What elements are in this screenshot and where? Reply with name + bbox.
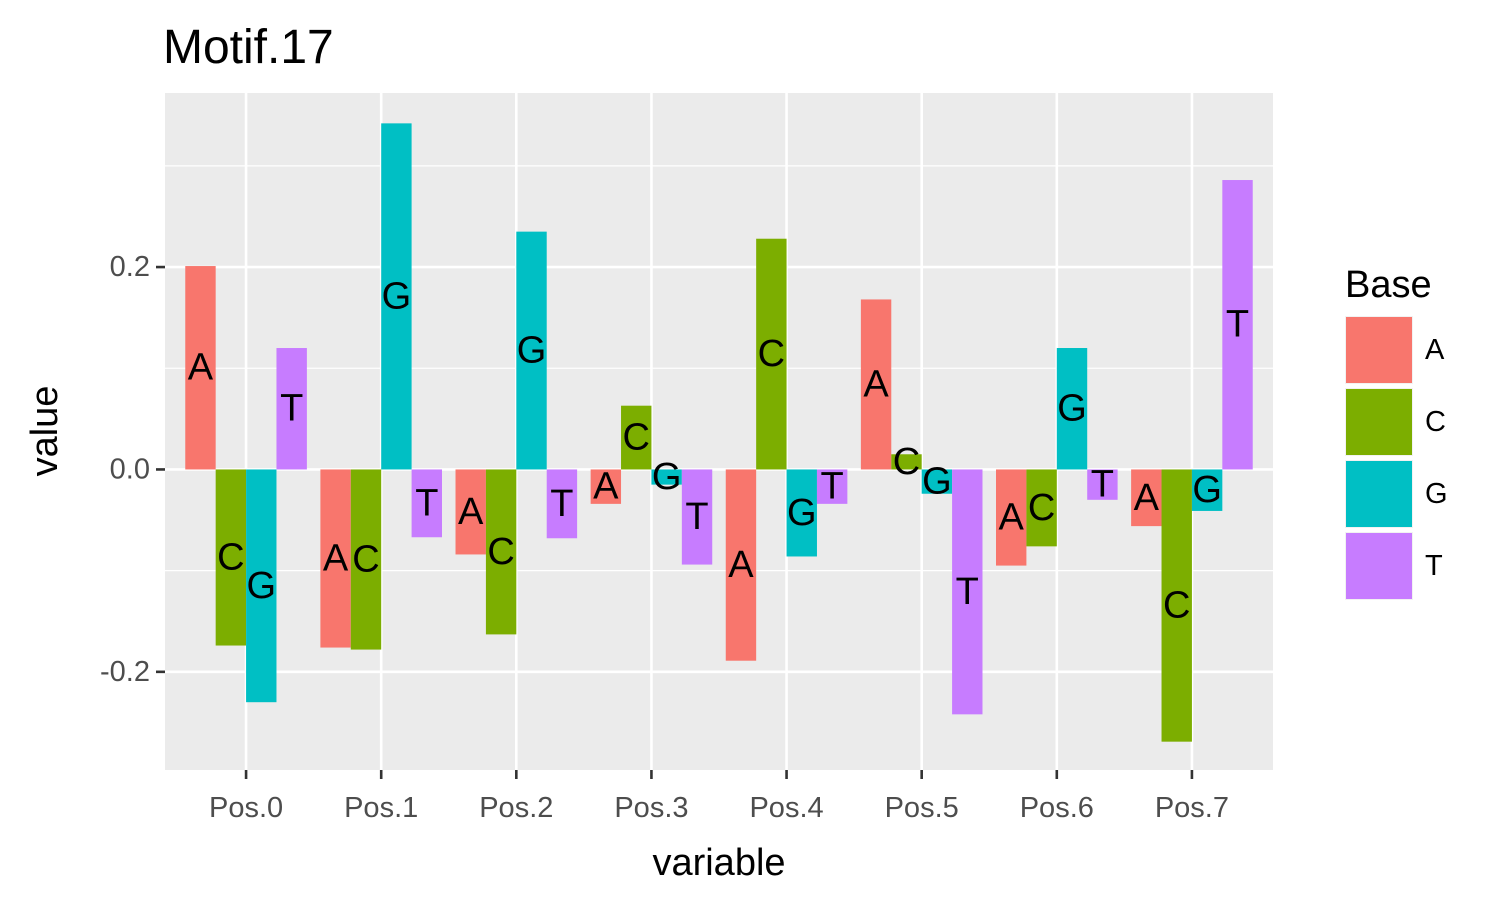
legend: Base A C G T [1345,264,1448,600]
bar-C-Pos.2 [485,469,517,635]
bar-C-Pos.1 [350,469,382,650]
bar-A-Pos.2 [455,469,486,555]
bar-label: G [517,330,547,372]
bar-T-Pos.6 [1087,469,1118,500]
y-tick-label: -0.2 [100,656,150,688]
bar-label: T [956,571,979,613]
bar-label: A [593,466,619,508]
y-axis: -0.2 0.0 0.2 [100,251,165,688]
legend-title: Base [1345,264,1432,306]
bar-label: G [922,461,952,503]
legend-label-G: G [1425,478,1448,510]
bar-label: A [999,497,1025,539]
bar-label: T [415,482,438,524]
bar-label: A [863,363,889,405]
x-tick-label: Pos.2 [479,792,553,824]
x-tick-label: Pos.3 [614,792,688,824]
y-axis-title: value [24,386,66,477]
bar-label: T [685,496,708,538]
legend-swatch-T [1346,533,1412,599]
bar-label: G [652,456,682,498]
bar-label: G [1192,469,1222,511]
x-tick-label: Pos.0 [209,792,283,824]
x-axis: Pos.0 Pos.1 Pos.2 Pos.3 Pos.4 Pos.5 Pos.6 Pos.7 [209,770,1229,824]
bar-T-Pos.7 [1222,180,1253,470]
bar-label: C [352,539,379,581]
legend-swatch-G [1346,461,1412,527]
bar-T-Pos.1 [411,469,442,538]
bar-C-Pos.6 [1026,469,1057,547]
bar-label: A [188,347,214,389]
bar-label: C [487,531,514,573]
bar-label: C [758,333,785,375]
bar-label: A [458,491,484,533]
bar-T-Pos.5 [952,469,983,715]
bar-A-Pos.3 [590,469,622,504]
bar-label: C [623,417,650,459]
x-tick-label: Pos.7 [1155,792,1229,824]
legend-swatch-C [1346,389,1412,455]
bar-label: G [382,275,412,317]
bar-label: A [728,544,754,586]
x-tick-label: Pos.4 [749,792,823,824]
bar-G-Pos.4 [786,469,817,557]
bar-label: G [246,565,276,607]
bar-C-Pos.0 [215,469,247,646]
bar-label: T [1091,464,1114,506]
bar-label: C [217,536,244,578]
bar-A-Pos.1 [320,469,351,648]
bar-T-Pos.4 [816,469,848,504]
x-tick-label: Pos.1 [344,792,418,824]
bar-label: A [323,538,349,580]
bar-A-Pos.5 [860,299,892,470]
bar-A-Pos.4 [725,469,757,661]
bar-label: T [1226,304,1249,346]
bar-G-Pos.1 [381,123,412,470]
bar-label: T [280,388,303,430]
bar-T-Pos.0 [276,348,307,470]
bar-label: C [1163,585,1190,627]
bar-A-Pos.6 [996,469,1027,566]
bar-label: C [893,441,920,483]
bar-label: C [1028,487,1055,529]
bar-G-Pos.7 [1191,469,1223,511]
bar-A-Pos.7 [1131,469,1162,527]
bar-T-Pos.2 [546,469,578,539]
bar-C-Pos.3 [621,405,652,470]
bar-G-Pos.2 [516,231,547,470]
x-tick-label: Pos.5 [885,792,959,824]
legend-swatch-A [1346,317,1412,383]
legend-label-T: T [1425,550,1443,582]
x-tick-label: Pos.6 [1020,792,1094,824]
bar-G-Pos.5 [921,469,953,494]
bar-label: G [787,492,817,534]
bar-label: A [1134,477,1160,519]
bar-label: T [821,466,844,508]
y-tick-label: 0.2 [110,251,150,283]
bar-label: T [550,483,573,525]
bar-A-Pos.0 [185,266,216,470]
bar-label: G [1057,388,1087,430]
bar-G-Pos.6 [1056,348,1088,470]
bar-G-Pos.0 [246,469,277,703]
legend-label-A: A [1425,334,1445,366]
bar-G-Pos.3 [651,469,682,485]
bar-T-Pos.3 [681,469,713,565]
plot-panel [165,93,1273,770]
chart-title: Motif.17 [163,21,334,74]
bar-C-Pos.4 [756,238,787,470]
bar-C-Pos.5 [891,454,922,470]
x-axis-title: variable [652,842,785,884]
legend-label-C: C [1425,406,1446,438]
bars [185,123,1253,742]
bar-C-Pos.7 [1161,469,1192,742]
y-tick-label: 0.0 [110,453,150,485]
